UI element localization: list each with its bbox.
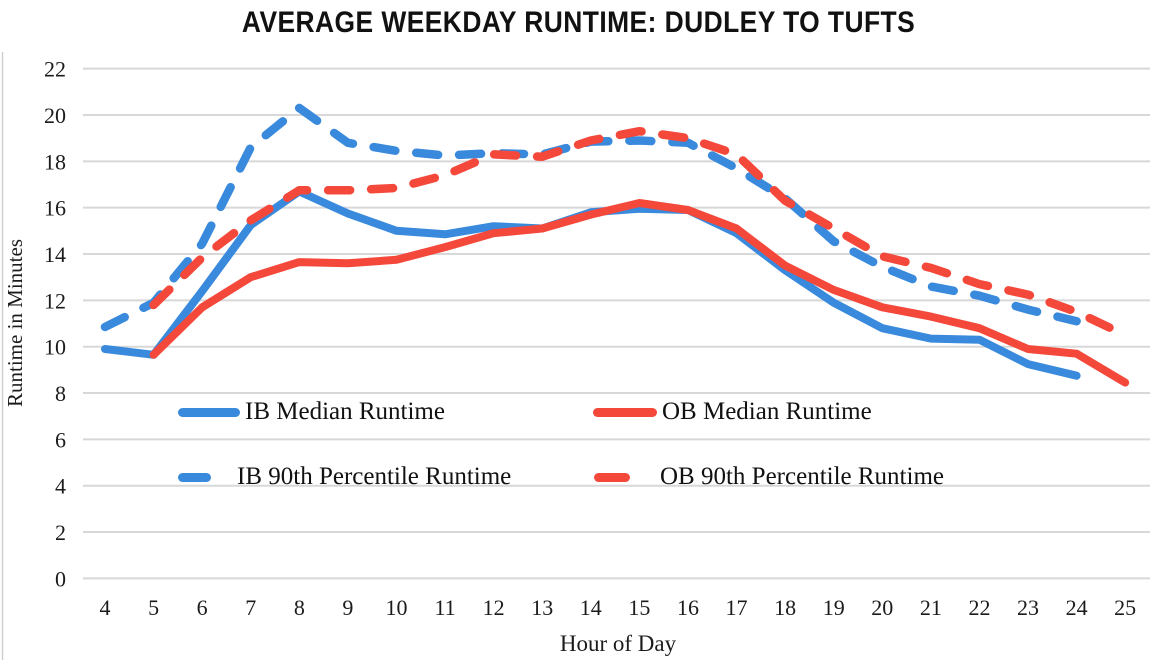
y-tick-label: 12 <box>44 288 66 313</box>
y-tick-label: 6 <box>55 427 66 452</box>
x-tick-label: 6 <box>197 595 208 620</box>
x-tick-label: 25 <box>1114 595 1136 620</box>
x-tick-label: 12 <box>483 595 505 620</box>
x-tick-label: 23 <box>1017 595 1039 620</box>
legend-label: IB 90th Percentile Runtime <box>237 463 512 490</box>
series-line-ob-median-runtime <box>149 199 1130 387</box>
y-tick-label: 14 <box>44 242 66 267</box>
x-tick-label: 18 <box>774 595 796 620</box>
data-series <box>100 103 1130 387</box>
x-tick-label: 10 <box>385 595 407 620</box>
series-line-ob-90th-percentile-runtime <box>149 126 1130 340</box>
legend-swatch-solid-blue <box>178 407 240 417</box>
y-tick-label: 18 <box>44 149 66 174</box>
y-tick-label: 22 <box>44 57 66 82</box>
x-tick-label: 24 <box>1066 595 1088 620</box>
x-tick-label: 5 <box>148 595 159 620</box>
y-tick-label: 0 <box>55 566 66 591</box>
legend-item-ob-median: OB Median Runtime <box>593 398 872 426</box>
y-tick-label: 8 <box>55 381 66 406</box>
legend-swatch-dashed-red <box>594 472 630 482</box>
y-axis-title: Runtime in Minutes <box>3 239 27 407</box>
legend-swatch-solid-red <box>593 407 657 417</box>
x-tick-label: 8 <box>294 595 305 620</box>
x-axis-title: Hour of Day <box>560 631 677 656</box>
x-tick-label: 20 <box>871 595 893 620</box>
legend-item-ob-90th: OB 90th Percentile Runtime <box>594 463 944 491</box>
x-tick-label: 14 <box>580 595 602 620</box>
x-tick-label: 19 <box>823 595 845 620</box>
legend-label: IB Median Runtime <box>245 398 445 425</box>
x-tick-label: 17 <box>726 595 748 620</box>
x-tick-label: 4 <box>100 595 111 620</box>
chart-title: AVERAGE WEEKDAY RUNTIME: DUDLEY TO TUFTS <box>242 6 916 39</box>
x-tick-label: 15 <box>628 595 650 620</box>
y-tick-label: 4 <box>55 474 66 499</box>
legend-label: OB 90th Percentile Runtime <box>660 463 944 490</box>
x-tick-label: 7 <box>245 595 256 620</box>
x-tick-label: 21 <box>920 595 942 620</box>
x-tick-label: 13 <box>531 595 553 620</box>
y-tick-label: 2 <box>55 520 66 545</box>
legend-item-ib-90th: IB 90th Percentile Runtime <box>178 463 511 491</box>
x-tick-label: 16 <box>677 595 699 620</box>
x-tick-label: 11 <box>434 595 455 620</box>
x-tick-label: 22 <box>968 595 990 620</box>
legend-label: OB Median Runtime <box>662 398 872 425</box>
gridlines <box>83 67 1150 580</box>
y-tick-label: 16 <box>44 196 66 221</box>
x-tick-label: 9 <box>342 595 353 620</box>
legend-item-ib-median: IB Median Runtime <box>178 398 445 426</box>
y-tick-label: 10 <box>44 335 66 360</box>
y-tick-label: 20 <box>44 103 66 128</box>
legend-swatch-dashed-blue <box>178 472 211 482</box>
